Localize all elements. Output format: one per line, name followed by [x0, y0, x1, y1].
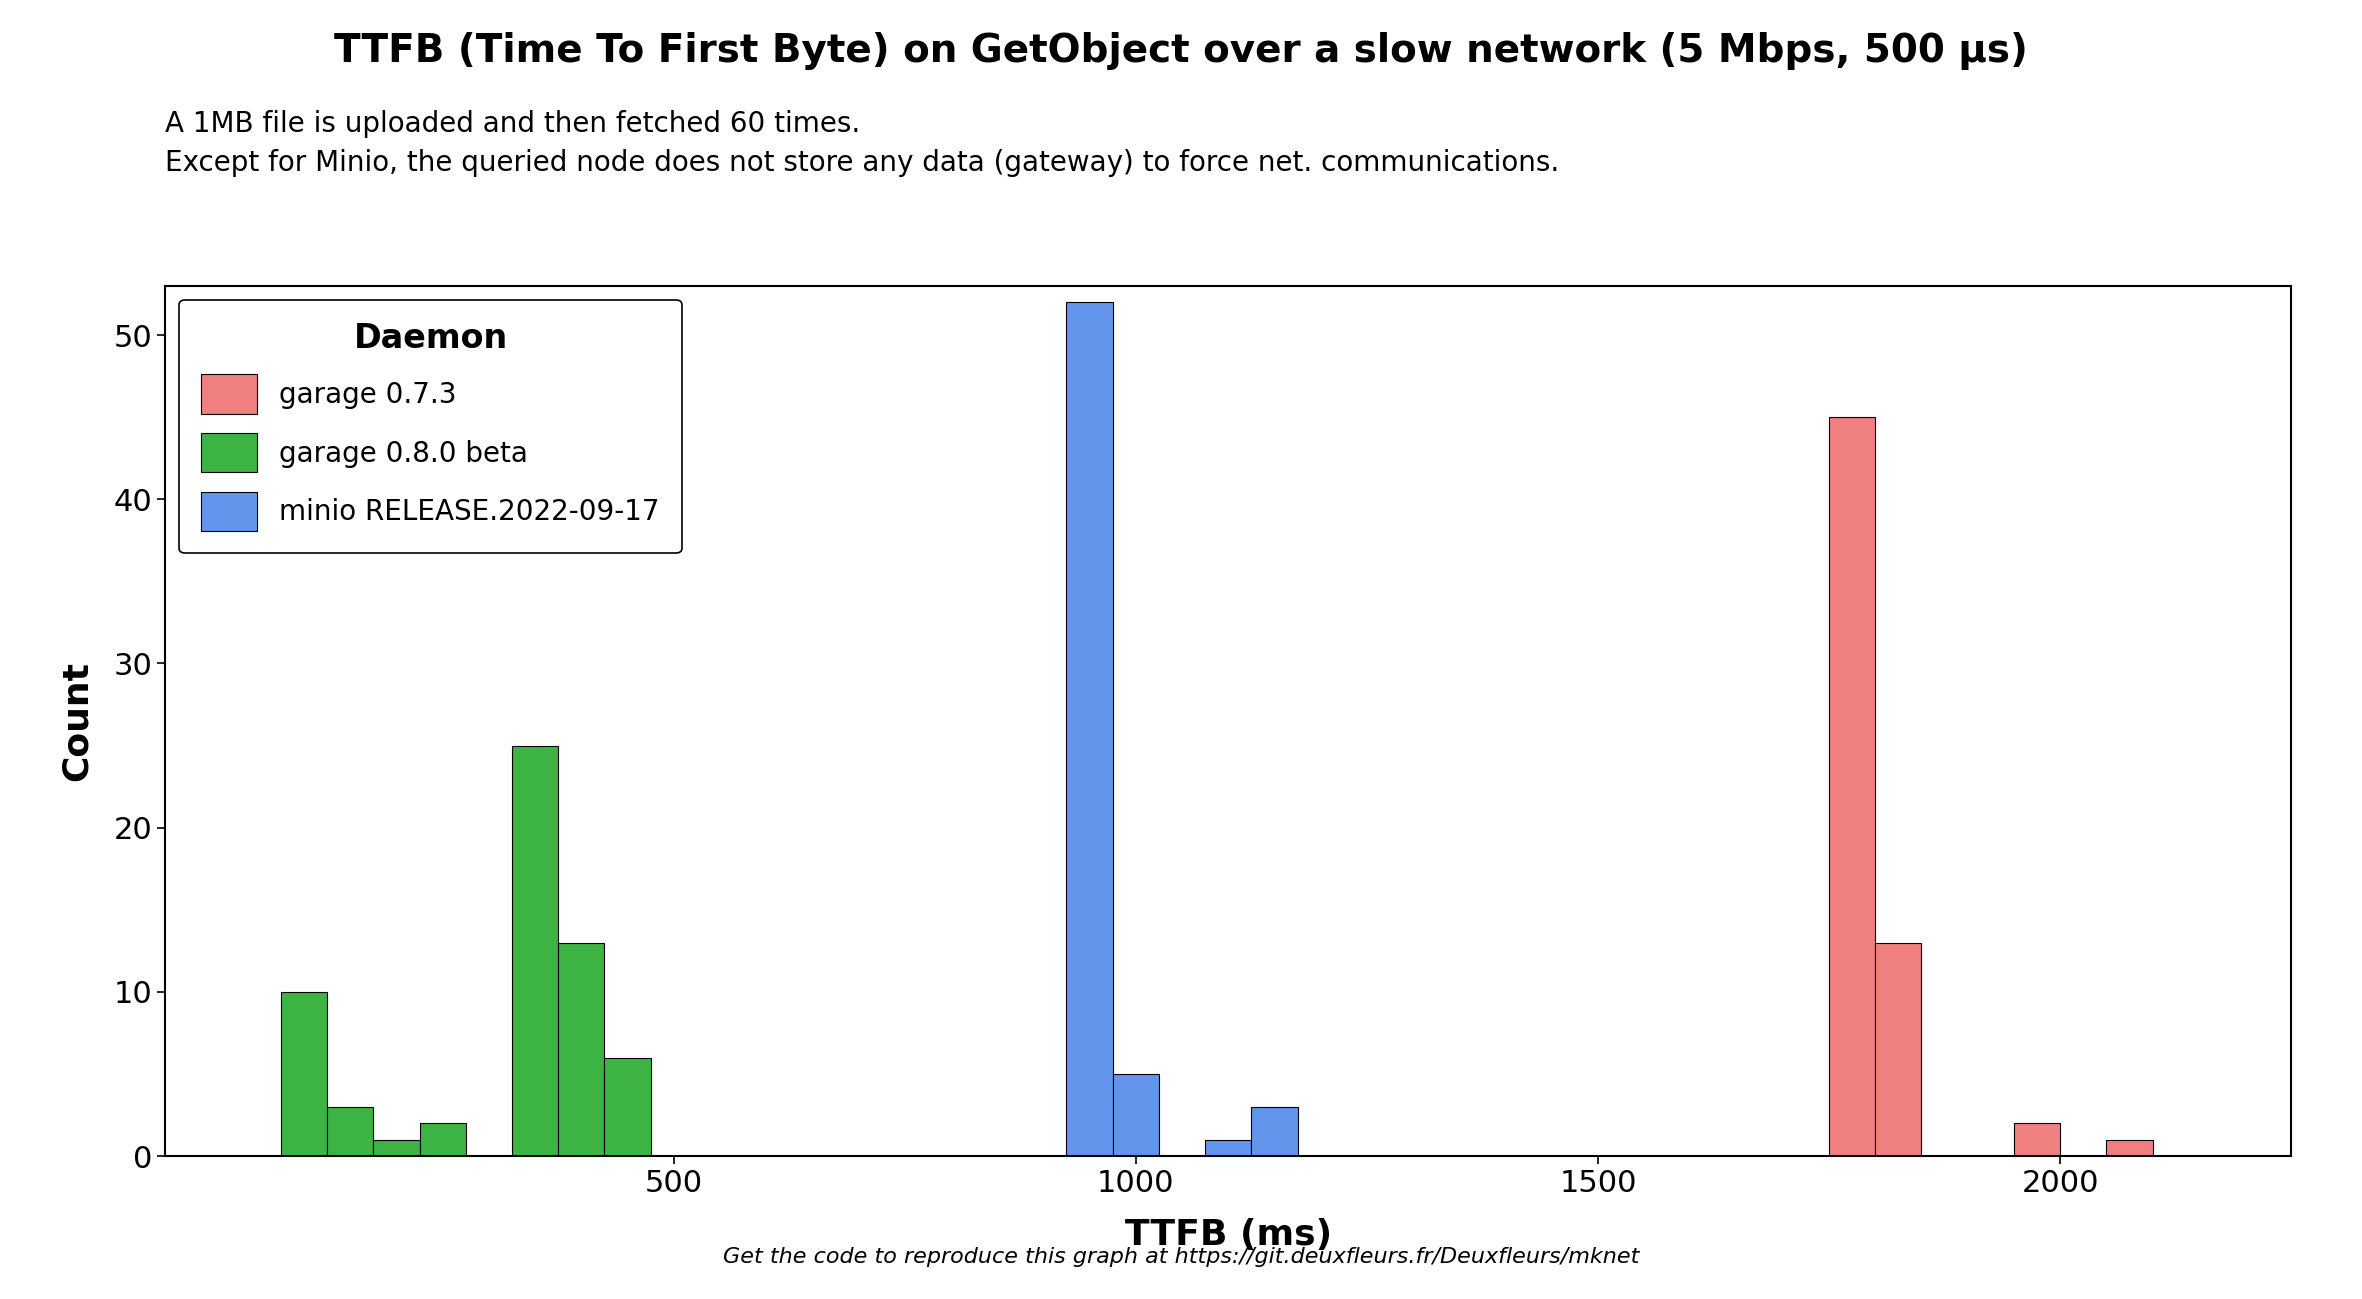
Bar [373, 1139, 420, 1156]
Bar [1252, 1107, 1297, 1156]
X-axis label: TTFB (ms): TTFB (ms) [1124, 1217, 1332, 1252]
Bar [1828, 417, 1875, 1156]
Bar [1875, 943, 1920, 1156]
Bar [281, 992, 326, 1156]
Bar [1068, 303, 1113, 1156]
Bar [326, 1107, 373, 1156]
Text: A 1MB file is uploaded and then fetched 60 times.: A 1MB file is uploaded and then fetched … [165, 110, 860, 139]
Bar [557, 943, 605, 1156]
Bar [605, 1057, 650, 1156]
Bar [420, 1124, 465, 1156]
Bar [1205, 1139, 1252, 1156]
Y-axis label: Count: Count [59, 661, 94, 781]
Text: Get the code to reproduce this graph at https://git.deuxfleurs.fr/Deuxfleurs/mkn: Get the code to reproduce this graph at … [723, 1247, 1639, 1267]
Bar [1113, 1074, 1160, 1156]
Bar [513, 746, 557, 1156]
Text: TTFB (Time To First Byte) on GetObject over a slow network (5 Mbps, 500 μs): TTFB (Time To First Byte) on GetObject o… [333, 32, 2029, 70]
Bar [2015, 1124, 2060, 1156]
Bar [2107, 1139, 2152, 1156]
Text: Except for Minio, the queried node does not store any data (gateway) to force ne: Except for Minio, the queried node does … [165, 149, 1559, 178]
Legend: garage 0.7.3, garage 0.8.0 beta, minio RELEASE.2022-09-17: garage 0.7.3, garage 0.8.0 beta, minio R… [180, 300, 683, 553]
